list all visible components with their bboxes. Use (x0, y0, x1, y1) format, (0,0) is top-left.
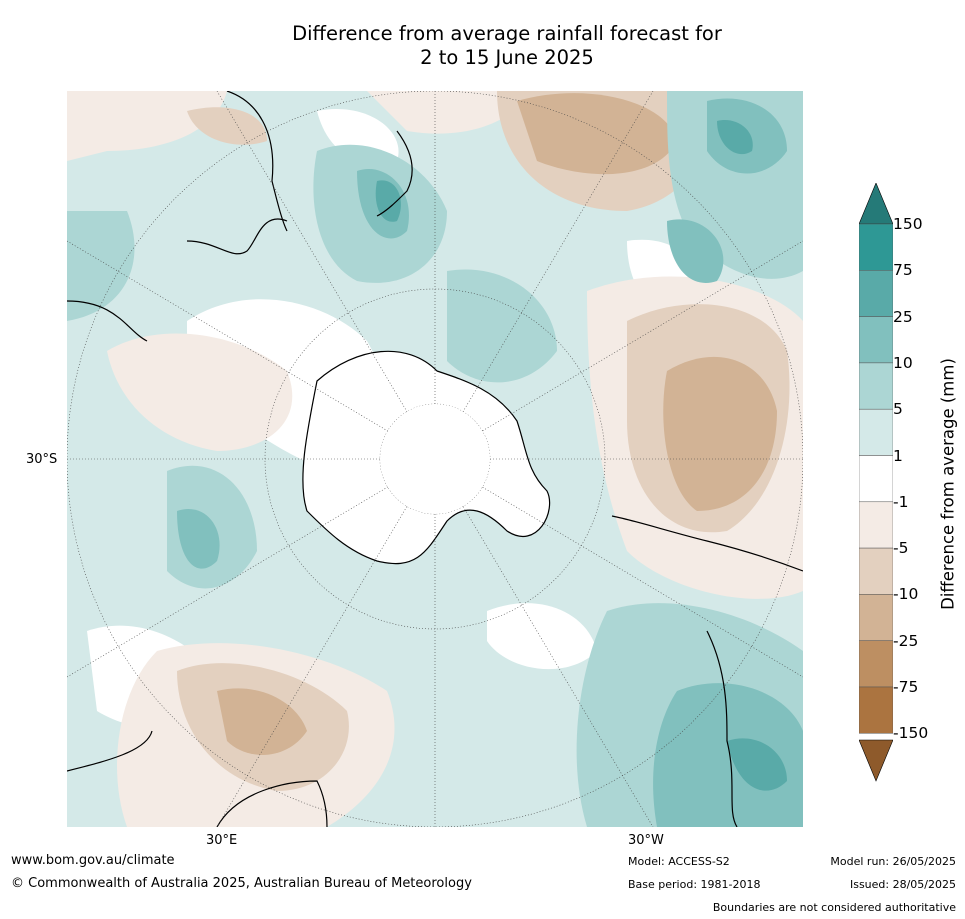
colorbar-tick-label: 1 (893, 446, 903, 465)
colorbar (858, 182, 894, 787)
model-text: Model: ACCESS-S2 (628, 855, 730, 868)
colorbar-segment (858, 686, 894, 734)
copyright-text: © Commonwealth of Australia 2025, Austra… (11, 876, 472, 891)
rainfall-anomaly-map (67, 91, 803, 827)
very-wet-areas (375, 120, 787, 791)
colorbar-tick-label: 5 (893, 400, 903, 419)
map-title: Difference from average rainfall forecas… (0, 22, 965, 70)
title-line-2: 2 to 15 June 2025 (420, 46, 594, 69)
colorbar-segment (858, 408, 894, 456)
colorbar-tick-label: -5 (893, 539, 909, 558)
colorbar-segment (858, 362, 894, 410)
model-run-text: Model run: 26/05/2025 (830, 855, 956, 868)
colorbar-tick-label: 75 (893, 261, 913, 280)
colorbar-tick-label: -25 (893, 631, 919, 650)
colorbar-tick-label: -1 (893, 492, 909, 511)
colorbar-segment (858, 223, 894, 271)
colorbar-segment (858, 455, 894, 503)
colorbar-tick-label: 150 (893, 215, 923, 233)
colorbar-segment (858, 594, 894, 641)
disclaimer-text: Boundaries are not considered authoritat… (712, 901, 956, 914)
colorbar-tick-label: -150 (893, 724, 929, 743)
lat-label-30s: 30°S (26, 452, 58, 467)
colorbar-segment (858, 501, 894, 549)
colorbar-segment (858, 640, 894, 688)
coastlines (67, 91, 803, 827)
polar-hole (380, 404, 490, 514)
colorbar-title: Difference from average (mm) (938, 358, 958, 610)
base-period-text: Base period: 1981-2018 (628, 878, 761, 891)
colorbar-tick-label: -10 (893, 585, 919, 604)
colorbar-tick-label: 25 (893, 307, 913, 326)
title-line-1: Difference from average rainfall forecas… (292, 22, 722, 45)
colorbar-segment (858, 270, 894, 317)
colorbar-top-arrow (858, 182, 894, 225)
colorbar-segment (858, 547, 894, 595)
strong-dry-areas (217, 93, 777, 755)
strong-wet-areas (177, 98, 803, 827)
colorbar-tick-label: -75 (893, 678, 919, 696)
website-link[interactable]: www.bom.gov.au/climate (11, 853, 175, 868)
lon-label-30w: 30°W (628, 833, 664, 848)
issued-text: Issued: 28/05/2025 (849, 878, 956, 891)
colorbar-segment (858, 316, 894, 364)
colorbar-tick-label: 10 (893, 353, 913, 372)
colorbar-bottom-arrow (858, 739, 894, 782)
lon-label-30e: 30°E (206, 833, 238, 848)
